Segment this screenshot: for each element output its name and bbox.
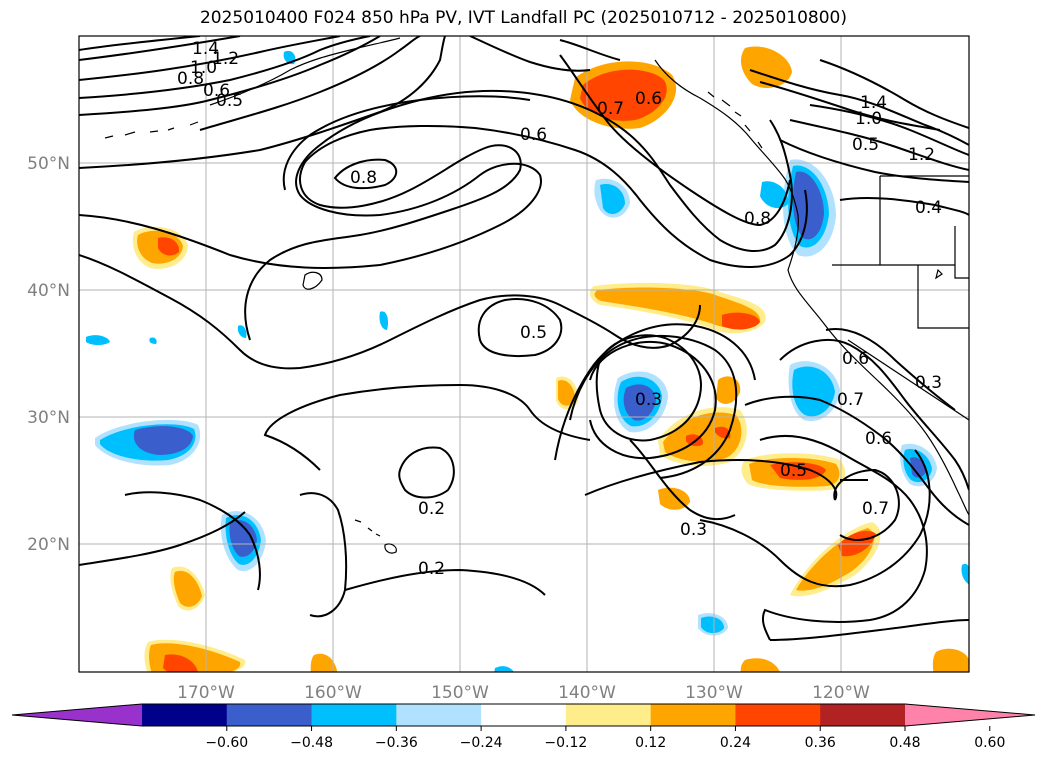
contour-label: 0.3: [680, 520, 707, 540]
lon-label: 120°W: [812, 683, 870, 703]
lat-label: 30°N: [27, 408, 70, 428]
graticule: [79, 36, 969, 672]
contour-label: 0.3: [635, 390, 662, 410]
contour-label: 0.6: [203, 81, 230, 101]
colorbar-extend-low: [12, 704, 142, 726]
colorbar-segment: [735, 704, 821, 726]
contour-label: 1.4: [192, 39, 219, 59]
colorbar-segment: [311, 704, 397, 726]
longitude-labels: 170°W 160°W 150°W 140°W 130°W 120°W: [177, 683, 870, 703]
colorbar: −0.60 −0.48 −0.36 −0.24 −0.12 0.12 0.24 0.36 0.4…: [11, 703, 1036, 751]
colorbar-extend-high: [905, 704, 1035, 726]
colorbar-segment: [481, 704, 567, 726]
colorbar-segment: [650, 704, 736, 726]
contour-label: 0.6: [865, 429, 892, 449]
colorbar-tick-label: −0.36: [375, 735, 418, 751]
colorbar-tick-label: 0.48: [889, 735, 920, 751]
lon-label: 150°W: [431, 683, 489, 703]
contour-label: 0.5: [780, 461, 807, 481]
contour-label: 0.2: [418, 499, 445, 519]
colorbar-segment: [396, 704, 482, 726]
map-panel: 1.4 1.2 1.0 0.8 0.6 0.5 0.7 0.6 0.6 0.8 …: [79, 36, 969, 672]
lat-label: 20°N: [27, 535, 70, 555]
colorbar-segment: [820, 704, 906, 726]
colorbar-segment: [565, 704, 652, 726]
colorbar-tick-label: 0.12: [635, 735, 666, 751]
contour-label: 0.5: [216, 91, 243, 111]
colorbar-segment: [142, 704, 228, 726]
contour-label: 0.6: [842, 349, 869, 369]
contour-label: 1.2: [212, 49, 239, 69]
colorbar-tick-label: −0.12: [544, 735, 587, 751]
contour-label: 0.6: [520, 125, 547, 145]
lon-label: 170°W: [177, 683, 235, 703]
contour-label: 1.0: [190, 58, 217, 78]
contour-label: 0.8: [744, 209, 771, 229]
contour-label: 0.5: [852, 135, 879, 155]
contour-label: 1.0: [855, 109, 882, 129]
lon-label: 140°W: [558, 683, 616, 703]
contour-label: 0.7: [597, 99, 624, 119]
contour-label: 0.5: [520, 323, 547, 343]
pv-contours: [79, 36, 969, 641]
contour-label: 1.4: [860, 93, 887, 113]
contour-label: 0.7: [837, 390, 864, 410]
colorbar-outline: [11, 703, 1036, 727]
lat-label: 40°N: [27, 281, 70, 301]
contour-label: 0.2: [418, 559, 445, 579]
contour-label-group: 1.4 1.2 1.0 0.8 0.6 0.5 0.7 0.6 0.6 0.8 …: [177, 39, 942, 579]
lon-label: 130°W: [685, 683, 743, 703]
colorbar-tick-label: −0.60: [205, 735, 248, 751]
contour-label: 0.4: [915, 198, 942, 218]
contour-label: 0.8: [177, 69, 204, 89]
colorbar-tick-label: 0.60: [974, 735, 1005, 751]
lat-label: 50°N: [27, 154, 70, 174]
map-title: 2025010400 F024 850 hPa PV, IVT Landfall…: [199, 8, 847, 28]
lon-label: 160°W: [304, 683, 362, 703]
contour-label: 0.8: [350, 168, 377, 188]
contour-label: 0.3: [915, 373, 942, 393]
contour-label: 0.7: [862, 499, 889, 519]
map-frame: [78, 35, 970, 673]
colorbar-tick-label: 0.36: [805, 735, 836, 751]
colorbar-tick-label: −0.48: [290, 735, 333, 751]
colorbar-segment: [226, 704, 313, 726]
colorbar-tick-label: −0.24: [460, 735, 503, 751]
colorbar-tick-label: 0.24: [720, 735, 751, 751]
contour-label: 0.6: [635, 89, 662, 109]
contour-label: 1.2: [908, 145, 935, 165]
latitude-labels: 50°N 40°N 30°N 20°N: [27, 154, 70, 555]
